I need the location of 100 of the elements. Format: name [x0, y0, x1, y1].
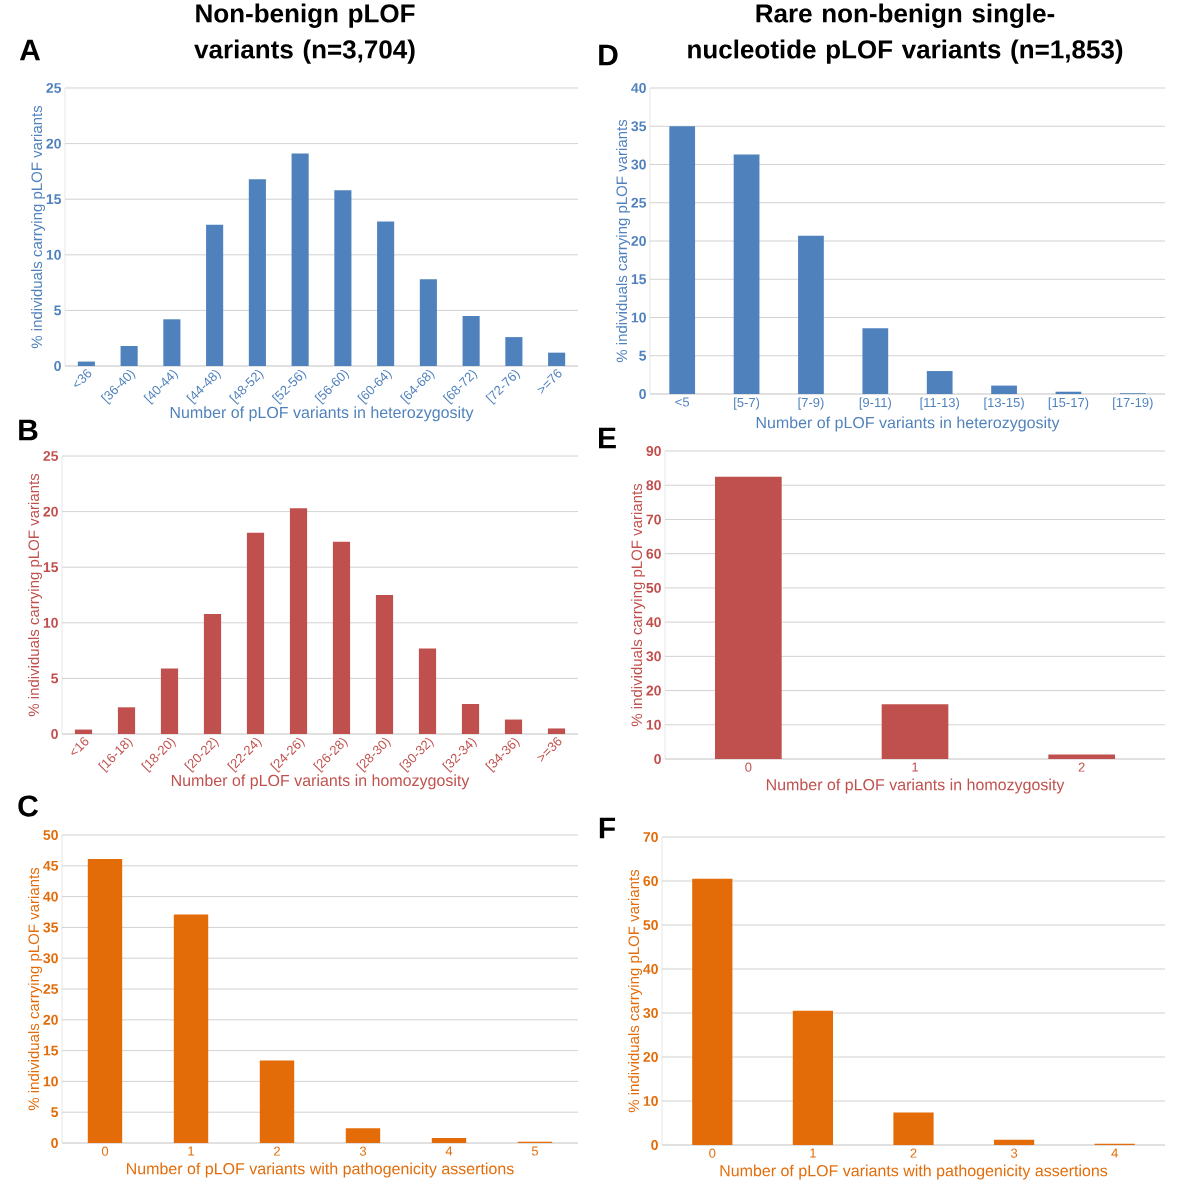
- bar: [332, 541, 351, 735]
- text: D: [599, 44, 618, 66]
- x-tick-label: 2: [274, 1146, 280, 1156]
- y-tick-label: 40: [631, 83, 646, 93]
- bar: [548, 352, 566, 366]
- bar: [431, 1138, 467, 1144]
- y-tick-label: 25: [43, 984, 59, 994]
- y-tick-label: 10: [43, 1076, 58, 1087]
- bar: [291, 153, 309, 366]
- y-tick-label: 30: [43, 953, 58, 964]
- y-tick-label: 0: [51, 729, 58, 739]
- y-tick-label: 15: [43, 562, 59, 573]
- bar: [547, 728, 566, 735]
- y-axis-title: % individuals carrying pLOF variants: [28, 867, 43, 1111]
- y-tick-label: 5: [51, 673, 59, 684]
- y-tick-label: 60: [646, 548, 661, 559]
- bar: [669, 126, 696, 395]
- y-tick-label: 70: [643, 832, 658, 842]
- x-axis-title: Number of pLOF variants with pathogenicity assertions: [720, 1164, 1108, 1180]
- text: A: [19, 39, 41, 61]
- bar: [462, 315, 480, 366]
- bar: [792, 1010, 834, 1146]
- x-tick-label: 0: [745, 762, 752, 772]
- x-axis-title: Number of pLOF variants with pathogenicity assertions: [127, 1162, 514, 1178]
- bar: [991, 385, 1017, 395]
- y-tick-label: 50: [43, 830, 58, 840]
- y-axis-title: % individuals carrying pLOF variants: [31, 105, 46, 349]
- x-tick-label: 4: [1111, 1148, 1118, 1158]
- y-tick-label: 0: [54, 361, 61, 371]
- bar: [418, 648, 437, 735]
- x-axis-title: Number of pLOF variants in heterozygosity: [170, 406, 474, 422]
- y-tick-label: 5: [639, 350, 647, 361]
- y-tick-label: 40: [643, 964, 658, 974]
- y-tick-label: 5: [54, 305, 62, 316]
- bar: [419, 279, 437, 366]
- y-tick-label: 45: [43, 860, 59, 871]
- y-tick-label: 25: [631, 197, 647, 208]
- text: E: [599, 427, 616, 449]
- y-axis-title: % individuals carrying pLOF variants: [616, 119, 631, 363]
- x-tick-label: 2: [1078, 762, 1085, 772]
- bar: [173, 914, 209, 1144]
- x-tick-label: [15-17): [1048, 397, 1089, 410]
- x-tick-label: 3: [1011, 1148, 1018, 1158]
- chart-title: Rare non-benign single-nucleotide pLOF variants (n=1,853): [688, 3, 1123, 64]
- y-tick-label: 30: [646, 651, 661, 662]
- y-tick-label: 20: [43, 506, 58, 517]
- bar: [926, 371, 953, 395]
- text: F: [599, 817, 616, 839]
- y-tick-label: 25: [46, 83, 62, 93]
- x-axis-title: Number of pLOF variants in homozygosity: [171, 774, 470, 790]
- x-tick-label: 5: [531, 1146, 539, 1156]
- y-tick-label: 5: [51, 1107, 59, 1118]
- y-tick-label: 15: [631, 274, 647, 285]
- bar: [505, 337, 523, 366]
- bar: [993, 1139, 1035, 1146]
- y-tick-label: 40: [43, 891, 58, 902]
- x-tick-label: 3: [359, 1146, 367, 1156]
- bar: [163, 319, 181, 366]
- y-tick-label: 10: [43, 617, 58, 628]
- bar: [375, 595, 394, 735]
- x-tick-label: 0: [709, 1148, 716, 1158]
- x-axis-title: Number of pLOF variants in heterozygosity: [756, 416, 1060, 432]
- bar: [798, 235, 824, 395]
- bar: [692, 878, 733, 1146]
- x-tick-label: 1: [188, 1146, 194, 1156]
- y-tick-label: 20: [43, 1014, 58, 1025]
- y-tick-label: 40: [646, 617, 661, 628]
- y-tick-label: 20: [643, 1052, 658, 1062]
- x-tick-label: 2: [910, 1148, 917, 1158]
- y-tick-label: 80: [646, 480, 661, 491]
- bar: [862, 328, 889, 395]
- bar: [289, 508, 308, 735]
- text: C: [18, 795, 39, 817]
- bar: [117, 707, 136, 735]
- y-tick-label: 90: [646, 446, 661, 456]
- bar: [715, 476, 782, 760]
- text: B: [19, 419, 38, 441]
- y-tick-label: 10: [646, 719, 661, 730]
- bar: [893, 1112, 934, 1146]
- x-tick-label: [9-11): [859, 397, 892, 410]
- x-tick-label: 0: [101, 1146, 109, 1156]
- y-tick-label: 0: [51, 1138, 58, 1148]
- bar: [733, 154, 760, 395]
- bar: [461, 703, 480, 735]
- bar: [334, 190, 352, 366]
- x-tick-label: 1: [810, 1148, 816, 1158]
- bar: [1048, 754, 1116, 760]
- y-axis-title: % individuals carrying pLOF variants: [631, 483, 646, 727]
- bar: [87, 859, 123, 1144]
- y-tick-label: 70: [646, 514, 661, 525]
- y-tick-label: 30: [643, 1008, 658, 1018]
- y-tick-label: 30: [631, 159, 646, 170]
- bar: [160, 668, 179, 735]
- y-tick-label: 20: [46, 138, 61, 149]
- x-tick-label: 1: [912, 762, 918, 772]
- x-axis-title: Number of pLOF variants in homozygosity: [766, 778, 1065, 794]
- x-tick-label: <5: [675, 397, 690, 407]
- y-tick-label: 20: [631, 236, 646, 246]
- y-axis-title: % individuals carrying pLOF variants: [628, 869, 643, 1113]
- x-tick-label: [17-19): [1113, 397, 1153, 410]
